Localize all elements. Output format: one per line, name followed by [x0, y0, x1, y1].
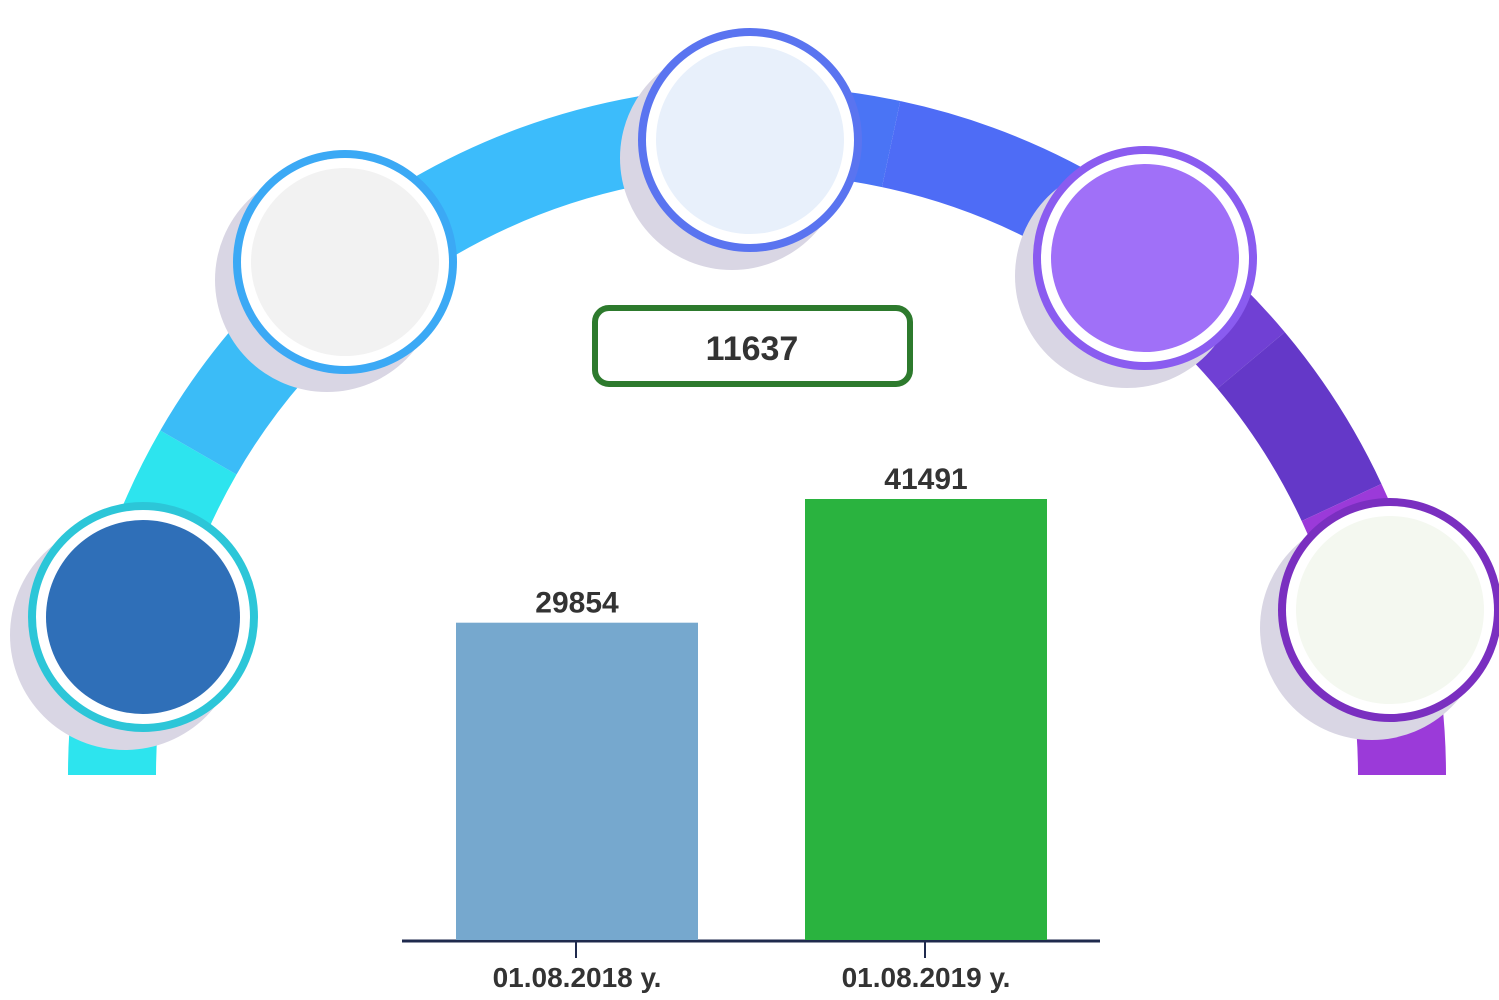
x-tick-label: 01.08.2019 у. [842, 962, 1011, 993]
page: {"chart_data": {"type": "bar", "annotati… [0, 0, 1499, 995]
value-label: 41491 [884, 463, 967, 496]
arc-segment [435, 140, 645, 217]
value-label: 29854 [535, 587, 619, 620]
icon-image [656, 46, 844, 234]
annotation: 11637 [706, 330, 799, 368]
decoration [10, 28, 1499, 775]
icon-image [1051, 164, 1239, 352]
icon-image [46, 520, 240, 714]
arc-segment [1251, 360, 1341, 502]
icon-image [251, 168, 439, 356]
icon-image [1296, 516, 1484, 704]
x-tick-label: 01.08.2018 у. [493, 962, 662, 993]
chart: 11637 29854 01.08.2018 у. 41491 01.08.2019 … [0, 0, 1499, 995]
bar [456, 623, 698, 940]
bar [805, 499, 1047, 940]
